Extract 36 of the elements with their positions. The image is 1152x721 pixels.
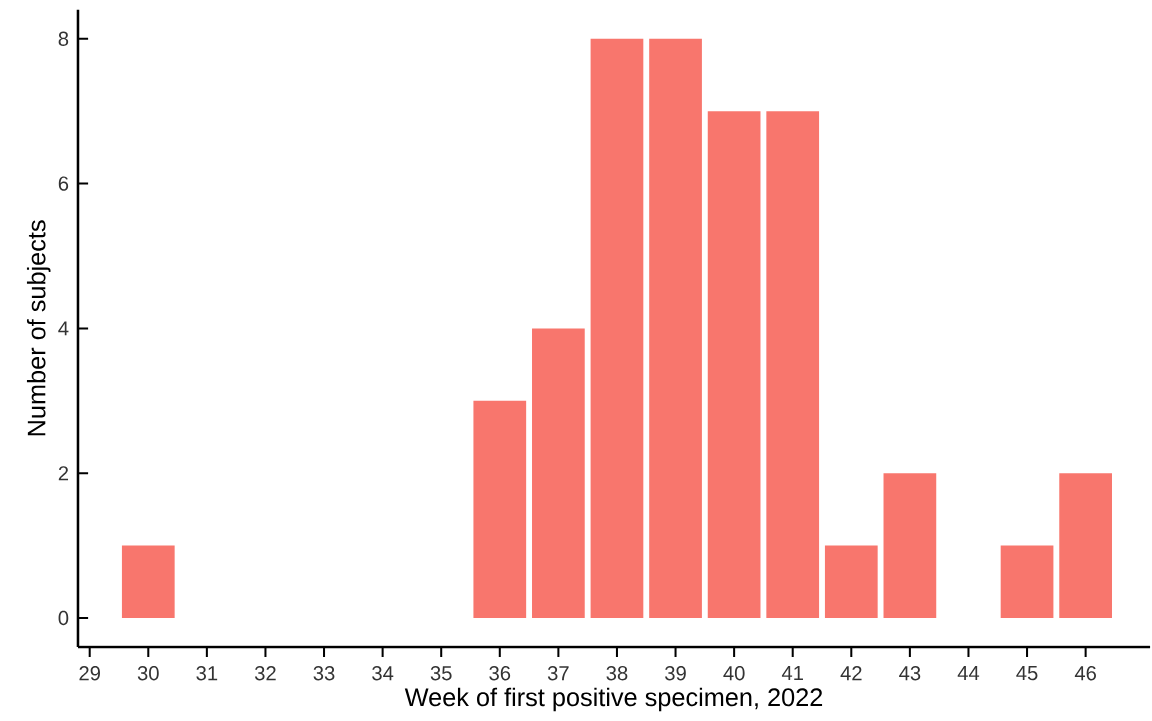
x-tick-label: 44: [957, 666, 980, 680]
x-tick-label: 31: [196, 666, 218, 681]
bar: [121, 545, 175, 619]
bar: [649, 38, 702, 619]
bar: [707, 111, 761, 619]
x-tick-label: 29: [79, 666, 100, 681]
x-tick-label: 37: [547, 666, 569, 681]
bar: [532, 328, 585, 619]
y-axis-title: Number of subjects: [26, 220, 51, 436]
x-axis-title: Week of first positive specimen, 2022: [404, 687, 823, 712]
x-tick-label: 43: [899, 666, 921, 681]
y-tick-label: 6: [58, 176, 69, 191]
bar: [766, 111, 820, 619]
x-tick-label: 33: [313, 666, 335, 681]
bar: [590, 38, 644, 619]
x-tick-label: 40: [723, 666, 745, 681]
bar: [1059, 473, 1112, 619]
x-tick-label: 30: [137, 666, 159, 681]
bar: [824, 545, 878, 619]
bar: [473, 400, 527, 619]
x-tick-label: 39: [665, 666, 686, 681]
x-tick-label: 45: [1016, 666, 1038, 681]
bar: [883, 473, 937, 619]
y-tick-label: 2: [58, 466, 69, 481]
x-tick-label: 34: [372, 666, 394, 681]
x-tick-label: 36: [489, 666, 511, 681]
y-tick-label: 0: [58, 610, 69, 626]
x-tick-label: 32: [254, 666, 276, 681]
y-tick-label: 4: [58, 321, 69, 336]
x-tick-label: 41: [781, 666, 803, 680]
bar: [1000, 545, 1054, 619]
y-tick-label: 8: [58, 31, 69, 46]
x-tick-label: 35: [430, 666, 452, 681]
x-tick-label: 46: [1074, 666, 1096, 681]
x-tick-label: 38: [606, 666, 628, 681]
x-tick-label: 42: [840, 666, 862, 681]
